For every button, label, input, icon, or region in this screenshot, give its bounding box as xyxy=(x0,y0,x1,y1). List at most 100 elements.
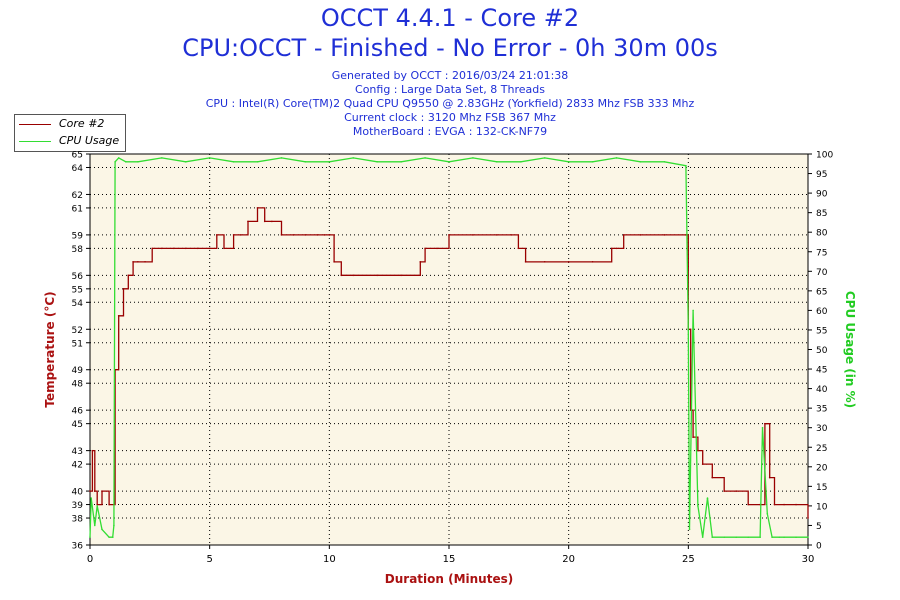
y-right-tick-label: 20 xyxy=(816,463,828,473)
data-point-usage xyxy=(688,528,691,531)
data-point-usage xyxy=(795,536,797,538)
y-left-tick-label: 39 xyxy=(72,501,84,511)
legend-label-usage: CPU Usage xyxy=(59,134,120,147)
data-point-usage xyxy=(280,157,283,159)
data-point-temperature xyxy=(692,436,694,438)
y-left-tick-label: 43 xyxy=(72,447,83,457)
data-point-usage xyxy=(256,161,259,163)
data-point-temperature xyxy=(208,247,211,250)
data-point-temperature xyxy=(263,220,266,223)
data-point-temperature xyxy=(93,490,96,492)
x-tick-label: 15 xyxy=(443,554,456,565)
data-point-usage xyxy=(771,536,773,538)
data-point-usage xyxy=(496,161,498,163)
y-left-tick-label: 59 xyxy=(72,231,84,241)
data-point-temperature xyxy=(292,234,295,236)
y-right-tick-label: 35 xyxy=(816,405,827,415)
y-right-tick-label: 85 xyxy=(816,209,827,219)
data-point-temperature xyxy=(271,220,273,223)
x-tick-label: 0 xyxy=(87,554,93,565)
data-point-usage xyxy=(328,161,331,163)
data-point-temperature xyxy=(304,234,307,236)
data-point-temperature xyxy=(232,234,235,236)
data-point-temperature xyxy=(510,234,513,236)
y-left-tick-label: 64 xyxy=(72,164,84,174)
data-point-temperature xyxy=(610,247,613,250)
y-left-tick-label: 58 xyxy=(72,245,84,255)
data-point-temperature xyxy=(747,503,749,506)
data-point-temperature xyxy=(132,261,134,263)
data-point-usage xyxy=(89,536,91,538)
data-point-usage xyxy=(615,157,618,159)
data-point-usage xyxy=(376,161,379,163)
data-point-usage xyxy=(711,536,714,538)
data-point-usage xyxy=(747,536,749,538)
info-cpu: CPU : Intel(R) Core(TM)2 Quad CPU Q9550 … xyxy=(205,97,695,110)
data-point-usage xyxy=(448,161,450,163)
data-point-usage xyxy=(352,157,355,159)
data-point-temperature xyxy=(223,247,225,250)
data-point-temperature xyxy=(663,234,666,236)
data-point-usage xyxy=(807,536,809,538)
data-point-temperature xyxy=(91,449,94,452)
y-right-tick-label: 0 xyxy=(816,542,822,552)
data-point-temperature xyxy=(122,288,125,290)
data-point-usage xyxy=(472,157,474,159)
y-axis-left-title: Temperature (°C) xyxy=(43,291,57,407)
data-point-usage xyxy=(591,161,594,163)
data-point-temperature xyxy=(316,234,319,236)
data-point-temperature xyxy=(448,234,450,236)
data-point-temperature xyxy=(773,503,776,506)
data-point-temperature xyxy=(172,247,175,250)
y-left-tick-label: 48 xyxy=(72,380,84,390)
data-point-temperature xyxy=(161,247,163,250)
data-point-usage xyxy=(424,157,426,159)
data-point-temperature xyxy=(807,517,809,519)
data-point-usage xyxy=(735,536,737,538)
y-left-tick-label: 54 xyxy=(72,299,84,309)
data-point-usage xyxy=(723,536,726,538)
data-point-usage xyxy=(701,536,704,538)
y-right-tick-label: 5 xyxy=(816,522,822,532)
y-right-tick-label: 80 xyxy=(816,229,828,239)
data-point-usage xyxy=(400,161,402,163)
data-point-temperature xyxy=(127,274,130,277)
y-right-tick-label: 25 xyxy=(816,444,827,454)
info-clock: Current clock : 3120 Mhz FSB 367 Mhz xyxy=(344,111,556,124)
y-left-tick-label: 49 xyxy=(72,366,84,376)
data-point-temperature xyxy=(117,314,120,317)
data-point-usage xyxy=(761,426,764,429)
y-left-tick-label: 46 xyxy=(72,407,84,417)
data-point-temperature xyxy=(184,247,187,250)
data-point-usage xyxy=(93,524,96,527)
data-point-temperature xyxy=(352,274,355,277)
y-left-tick-label: 42 xyxy=(72,461,83,471)
y-right-tick-label: 40 xyxy=(816,385,828,395)
data-point-temperature xyxy=(96,503,98,506)
data-point-usage xyxy=(125,161,127,163)
data-point-usage xyxy=(137,161,139,163)
data-point-usage xyxy=(778,536,781,538)
data-point-usage xyxy=(697,505,699,507)
y-right-tick-label: 60 xyxy=(816,307,828,317)
data-point-temperature xyxy=(697,449,699,452)
data-point-usage xyxy=(639,161,642,163)
y-left-tick-label: 40 xyxy=(72,488,84,498)
data-point-temperature xyxy=(567,261,570,263)
data-point-temperature xyxy=(701,463,704,465)
data-point-usage xyxy=(759,536,761,538)
data-point-usage xyxy=(663,161,666,163)
data-point-usage xyxy=(108,536,110,538)
data-point-usage xyxy=(520,161,522,163)
data-point-temperature xyxy=(622,234,625,236)
data-point-temperature xyxy=(376,274,379,277)
x-tick-label: 20 xyxy=(562,554,575,565)
data-point-temperature xyxy=(400,274,402,277)
data-point-usage xyxy=(161,157,163,159)
data-point-temperature xyxy=(340,274,343,277)
data-point-temperature xyxy=(639,234,642,236)
data-point-temperature xyxy=(196,247,199,250)
y-right-tick-label: 45 xyxy=(816,366,827,376)
y-left-tick-label: 56 xyxy=(72,272,84,282)
